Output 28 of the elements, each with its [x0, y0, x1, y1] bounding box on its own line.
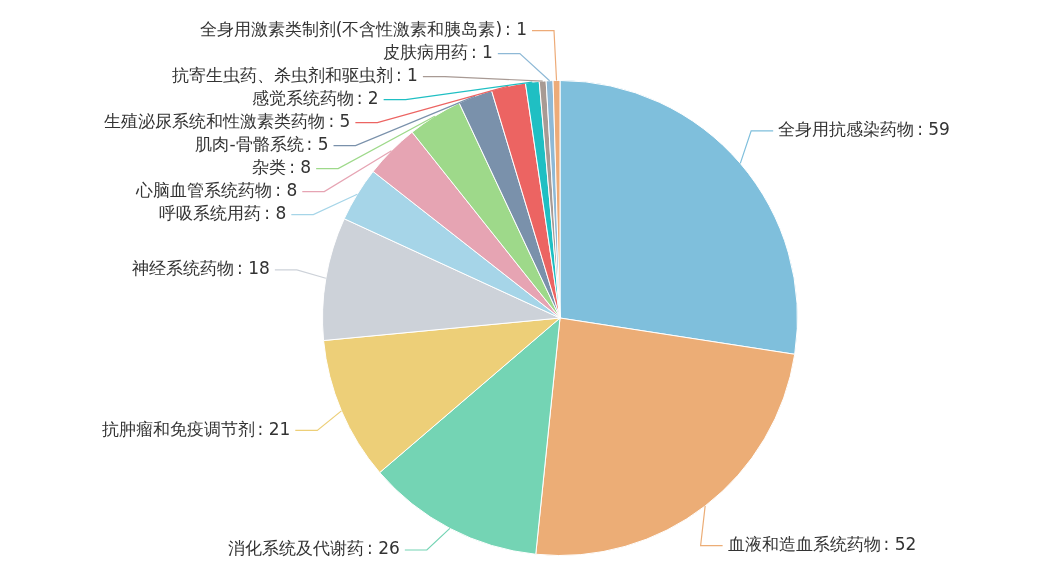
slice-label: 呼吸系统用药: [159, 202, 262, 223]
slice-label: 生殖泌尿系统和性激素类药物: [104, 110, 326, 131]
data-label: : 2: [356, 87, 379, 108]
slice-label: 神经系统药物: [132, 258, 235, 279]
slice-label: 心脑血管系统药物: [135, 179, 273, 200]
data-label: : 8: [289, 156, 312, 177]
data-label: : 59: [917, 119, 950, 140]
slice-label: 感觉系统药物: [251, 87, 354, 108]
data-label: : 5: [306, 133, 329, 154]
slice-label: 杂类: [252, 156, 287, 177]
slice-label: 全身用抗感染药物: [778, 119, 915, 140]
data-label: : 26: [367, 538, 400, 559]
slice-label: 肌肉-骨骼系统: [195, 133, 304, 154]
data-label: : 18: [237, 258, 270, 279]
data-label: : 1: [505, 18, 528, 39]
slice-label: 抗寄生虫药、杀虫剂和驱虫剂: [171, 64, 393, 85]
slice-label: 全身用激素类制剂(不含性激素和胰岛素): [199, 18, 503, 39]
slice-label: 抗肿瘤和免疫调节剂: [101, 418, 255, 439]
data-label: : 52: [883, 533, 917, 554]
slice-label: 血液和造血系统药物: [727, 533, 881, 554]
slice-label: 消化系统及代谢药: [228, 538, 365, 559]
slice-label: 皮肤病用药: [382, 41, 468, 62]
data-label: : 8: [264, 202, 287, 223]
data-label: : 8: [275, 179, 298, 200]
data-label: : 21: [257, 418, 291, 439]
data-label: : 1: [395, 64, 418, 85]
data-label: : 5: [328, 110, 351, 131]
data-label: : 1: [470, 41, 493, 62]
